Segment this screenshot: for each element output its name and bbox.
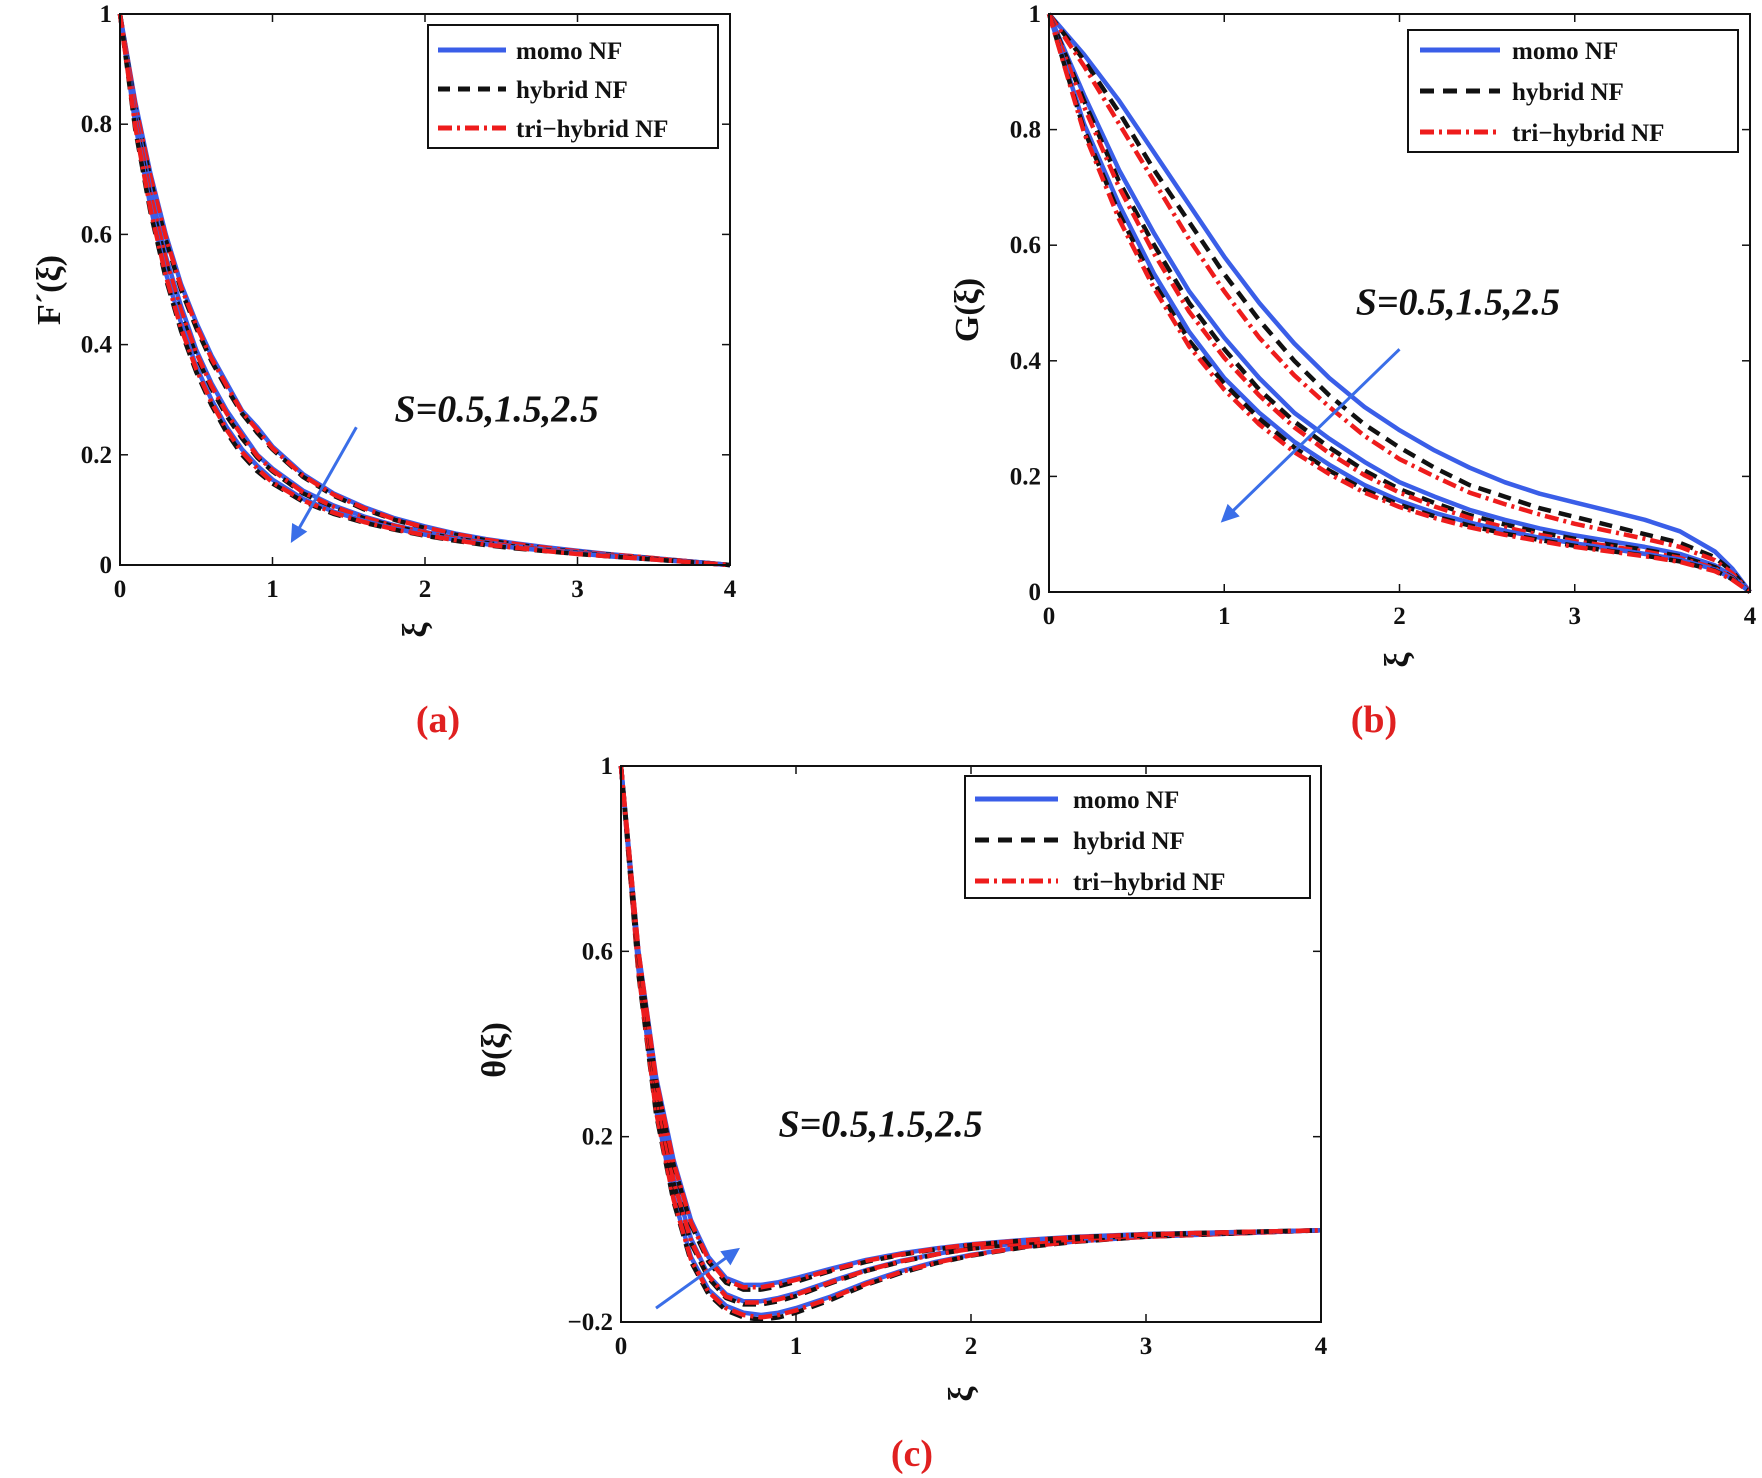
panel-b-y-tick-label: 0.2 [1010, 463, 1041, 490]
panel-a-x-tick-label: 4 [724, 576, 737, 603]
panel-a-arrow-head [290, 523, 308, 543]
panel-b-series-tri-S2_5 [1046, 13, 1752, 594]
panel-b-legend-label-tri: tri−hybrid NF [1512, 120, 1664, 147]
panel-c-curves [618, 765, 1322, 1322]
panel-b-x-tick-label: 0 [1043, 603, 1056, 630]
panel-a-y-axis-label: F´(ξ) [31, 255, 68, 325]
panel-a-series-tri-S2_5 [117, 13, 731, 568]
panel-a-arrow [290, 426, 358, 543]
panel-c-arrow-head [720, 1247, 740, 1266]
panel-a-arrow-shaft [297, 426, 358, 530]
panel-c-arrow [655, 1247, 740, 1310]
panel-b-arrow-shaft [1231, 348, 1401, 513]
panel-a-x-tick-label: 3 [571, 576, 584, 603]
panel-b-y-tick-labels: 0 0.2 0.4 0.6 0.8 1 [1010, 1, 1042, 606]
panel-a-legend-label-mono: momo NF [516, 38, 622, 65]
panel-c-x-tick-label: 3 [1140, 1333, 1153, 1360]
panel-c-x-tick-label: 0 [615, 1333, 628, 1360]
panel-b-x-tick-label: 2 [1393, 603, 1406, 630]
panel-a-y-tick-labels: 0 0.2 0.4 0.6 0.8 1 [81, 1, 113, 579]
panel-c-legend: momo NF hybrid NF tri−hybrid NF [964, 775, 1311, 899]
panel-c-y-tick-labels: −0.2 0.2 0.6 1 [568, 753, 614, 1336]
panel-a-series-tri-S1_5 [117, 13, 731, 568]
panel-a-y-tick-label: 0.4 [81, 332, 113, 359]
panel-c-arrow-shaft [655, 1255, 728, 1310]
panel-c-y-tick-label: 0.6 [582, 938, 613, 965]
panel-b-arrow [1220, 348, 1401, 523]
panel-b-series-mono-S0_5 [1047, 12, 1752, 594]
panel-a-x-tick-label: 2 [419, 576, 432, 603]
panel-b-y-tick-label: 0.6 [1010, 232, 1041, 259]
panel-a-x-tick-labels: 0 1 2 3 4 [114, 576, 737, 603]
panel-a-x-tick-label: 1 [266, 576, 279, 603]
panel-a-x-tick-label: 0 [114, 576, 127, 603]
panel-c-legend-label-mono: momo NF [1073, 787, 1179, 814]
panel-a-y-tick-label: 0 [100, 552, 113, 579]
panel-a-x-axis-label: ξ [397, 622, 434, 638]
panel-b-label: (b) [1351, 699, 1397, 741]
panel-c: 0 1 2 3 4 −0.2 0.2 0.6 1 θ(ξ) ξ momo NF hybrid … [476, 753, 1328, 1475]
panel-c-y-tick-label: 0.2 [582, 1124, 613, 1151]
panel-b-series-mono-S1_5 [1046, 13, 1752, 594]
panel-c-x-tick-labels: 0 1 2 3 4 [615, 1333, 1328, 1360]
panel-b-y-tick-label: 0 [1029, 579, 1042, 606]
panel-a-annotation: S=0.5,1.5,2.5 [395, 389, 599, 431]
panel-c-ticks [620, 765, 1322, 1323]
panel-a-y-tick-label: 0.2 [81, 442, 112, 469]
panel-b-y-axis-label: G(ξ) [949, 278, 986, 342]
panel-c-legend-label-tri: tri−hybrid NF [1073, 869, 1225, 896]
panel-b-x-axis-label: ξ [1379, 652, 1416, 668]
panel-a-legend-label-hybrid: hybrid NF [516, 77, 628, 104]
panel-b-arrow-head [1220, 503, 1240, 523]
panel-c-x-axis-label: ξ [943, 1386, 980, 1402]
panel-a-legend: momo NF hybrid NF tri−hybrid NF [427, 24, 719, 149]
panel-a: 0 1 2 3 4 0 0.2 0.4 0.6 0.8 1 F´(ξ) ξ momo NF hyb… [31, 1, 737, 741]
panel-c-label: (c) [891, 1433, 933, 1475]
panel-c-series-tri-S2_5 [618, 765, 1322, 1290]
panel-b-curves [1046, 12, 1752, 594]
panel-b-series-mono-S2_5 [1046, 13, 1752, 594]
panel-b-y-tick-label: 0.8 [1010, 117, 1041, 144]
panel-b-annotation: S=0.5,1.5,2.5 [1356, 282, 1560, 324]
panel-c-series-tri-S1_5 [618, 765, 1322, 1305]
panel-b-legend: momo NF hybrid NF tri−hybrid NF [1407, 29, 1739, 153]
panel-a-curves [117, 13, 731, 568]
panel-b-x-tick-label: 4 [1744, 603, 1757, 630]
panel-c-legend-box [964, 775, 1311, 899]
panel-c-x-tick-label: 4 [1315, 1333, 1328, 1360]
panel-b-x-tick-label: 1 [1218, 603, 1231, 630]
panel-c-series-tri-S0_5 [618, 765, 1322, 1320]
panel-c-y-tick-label: 1 [601, 753, 614, 780]
panel-a-legend-label-tri: tri−hybrid NF [516, 116, 668, 143]
panel-b-legend-label-mono: momo NF [1512, 38, 1618, 65]
panel-c-annotation: S=0.5,1.5,2.5 [779, 1104, 983, 1146]
panel-b-ticks [1048, 13, 1751, 593]
panel-a-ticks [119, 13, 731, 566]
panel-b-x-tick-label: 3 [1569, 603, 1582, 630]
panel-b-legend-label-hybrid: hybrid NF [1512, 79, 1624, 106]
panel-b-x-tick-labels: 0 1 2 3 4 [1043, 603, 1757, 630]
panel-b-series-tri-S1_5 [1046, 13, 1752, 594]
panel-c-y-axis-label: θ(ξ) [476, 1022, 513, 1078]
panel-c-x-tick-label: 1 [790, 1333, 803, 1360]
panel-b-series-hybrid-S2_5 [1046, 13, 1752, 594]
panel-c-y-tick-label: −0.2 [568, 1309, 614, 1336]
panel-a-y-tick-label: 0.6 [81, 221, 112, 248]
panel-b-y-tick-label: 1 [1029, 1, 1042, 28]
panel-b: 0 1 2 3 4 0 0.2 0.4 0.6 0.8 1 G(ξ) ξ momo NF hybr… [949, 1, 1757, 741]
panel-a-y-tick-label: 1 [100, 1, 113, 28]
panel-b-y-tick-label: 0.4 [1010, 348, 1042, 375]
panel-a-label: (a) [416, 699, 460, 741]
panel-c-x-tick-label: 2 [965, 1333, 978, 1360]
panel-b-series-hybrid-S0_5 [1047, 12, 1752, 594]
panel-a-y-tick-label: 0.8 [81, 111, 112, 138]
panel-b-series-tri-S0_5 [1047, 12, 1752, 594]
panel-c-legend-label-hybrid: hybrid NF [1073, 828, 1185, 855]
